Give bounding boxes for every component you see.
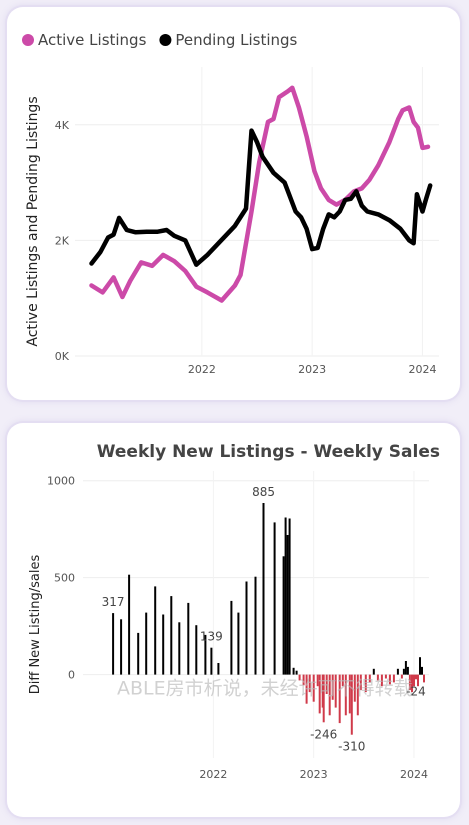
x-tick-label: 2023: [298, 363, 326, 376]
bar: [316, 674, 319, 687]
data-label: 139: [200, 630, 223, 644]
bar: [325, 674, 328, 694]
bar: [376, 674, 379, 681]
bar: [350, 674, 353, 735]
data-label: 885: [252, 485, 275, 499]
bar: [368, 674, 371, 683]
bar: [295, 670, 298, 675]
bar: [384, 674, 387, 679]
watermark-text: ABLE房市析说，未经许可不得转载: [117, 678, 413, 700]
series-line-active-listings: [89, 85, 431, 303]
bar: [286, 535, 289, 675]
bar: [408, 674, 411, 691]
bar: [406, 666, 409, 675]
bar: [137, 632, 140, 675]
bar: [170, 596, 173, 675]
bar: [282, 556, 285, 675]
bar: [305, 674, 308, 704]
bar: [288, 518, 291, 675]
bar: [415, 674, 417, 680]
bar: [195, 625, 198, 675]
y-tick-label: 2K: [55, 234, 70, 247]
bar: [112, 613, 115, 675]
bar: [230, 600, 233, 675]
bar: [404, 661, 407, 675]
data-label: 317: [102, 595, 125, 609]
x-tick-label: 2024: [408, 363, 436, 376]
bar: [187, 602, 190, 675]
x-tick-label: 2024: [400, 768, 428, 781]
bar: [348, 674, 351, 714]
bar: [423, 674, 425, 683]
bar: [273, 522, 276, 675]
line-chart-card: Active Listings Pending Listings 0K 2K 4K 202…: [7, 7, 460, 400]
bar: [292, 667, 295, 675]
line-chart: Active Listings Pending Listings 0K 2K 4K 202…: [22, 31, 439, 376]
bar: [344, 674, 347, 716]
bar: [419, 657, 421, 675]
data-label: -24: [406, 684, 426, 698]
bar: [245, 581, 248, 675]
bar: [312, 674, 315, 702]
bar: [388, 674, 391, 685]
bar: [402, 668, 405, 675]
bar: [411, 674, 413, 693]
y-tick-label: 1000: [47, 475, 75, 488]
y-tick-label: 0K: [55, 350, 70, 363]
bar: [237, 612, 240, 675]
bar: [396, 668, 399, 675]
bar: [322, 674, 325, 723]
bar: [400, 674, 403, 679]
bar: [318, 674, 321, 714]
bar: [334, 674, 337, 708]
bar: [128, 574, 131, 675]
bar: [120, 619, 123, 675]
y-tick-label: 500: [54, 572, 75, 585]
bar: [341, 674, 344, 687]
x-tick-label: 2022: [188, 363, 216, 376]
series-line-pending-listings: [89, 128, 433, 267]
bar: [413, 674, 415, 687]
y-axis-title: Active Listings and Pending Listings: [25, 96, 41, 346]
bar: [421, 666, 423, 675]
y-axis-title: Diff New Listing/sales: [28, 555, 43, 695]
bar: [353, 674, 356, 702]
bar: [254, 576, 257, 675]
bar: [392, 674, 395, 683]
bar: [356, 674, 359, 716]
data-label: -310: [338, 740, 365, 754]
bar: [359, 674, 362, 691]
chart-title: Weekly New Listings - Weekly Sales: [97, 442, 440, 462]
bar: [308, 674, 311, 693]
legend-marker-icon: [22, 34, 34, 46]
bar-chart-card: Weekly New Listings - Weekly Sales 0 500 10…: [7, 423, 460, 817]
bar: [217, 663, 220, 675]
bar: [338, 674, 341, 724]
y-tick-label: 4K: [55, 119, 70, 132]
bar: [210, 647, 213, 675]
y-tick-label: 0: [68, 669, 75, 682]
bar: [372, 668, 375, 675]
data-label: -246: [310, 727, 337, 741]
x-tick-label: 2023: [300, 768, 328, 781]
legend-label-0: Active Listings: [38, 31, 147, 49]
bar: [284, 517, 287, 675]
bar: [380, 674, 383, 687]
bar: [298, 674, 301, 681]
bar: [328, 674, 331, 716]
bar: [331, 674, 334, 700]
bar: [204, 634, 207, 675]
bar: [178, 622, 181, 675]
bar: [154, 586, 157, 675]
bar: [417, 674, 419, 687]
legend-marker-icon: [159, 34, 172, 46]
bar: [302, 674, 305, 686]
bar: [364, 674, 367, 693]
bar: [162, 614, 165, 675]
bar: [145, 612, 148, 675]
x-tick-label: 2022: [199, 768, 227, 781]
bar-chart: Weekly New Listings - Weekly Sales 0 500 10…: [28, 442, 440, 781]
legend-label-1: Pending Listings: [175, 31, 297, 49]
bar: [262, 503, 265, 675]
